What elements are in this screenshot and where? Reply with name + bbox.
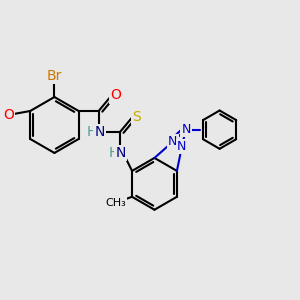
Text: N: N — [94, 125, 105, 139]
Text: N: N — [116, 146, 126, 160]
Text: O: O — [110, 88, 121, 102]
Text: O: O — [3, 108, 14, 122]
Text: Br: Br — [47, 68, 62, 83]
Text: S: S — [133, 110, 141, 124]
Text: CH₃: CH₃ — [106, 198, 126, 208]
Text: N: N — [182, 123, 191, 136]
Text: H: H — [108, 146, 118, 160]
Text: N: N — [168, 135, 178, 148]
Text: H: H — [87, 125, 98, 139]
Text: N: N — [177, 140, 187, 153]
